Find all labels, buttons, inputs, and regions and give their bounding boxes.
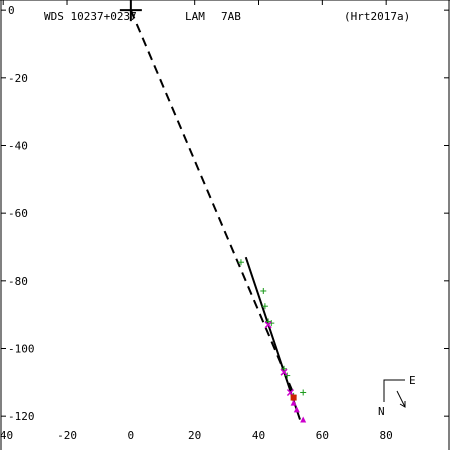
discoverer-label: LAM: [185, 10, 205, 23]
pair-label: 7AB: [221, 10, 241, 23]
x-tick-label: -20: [57, 429, 77, 442]
axis-ticks: [1, 0, 449, 417]
compass: E N: [378, 374, 416, 418]
plus-point: [260, 287, 267, 294]
plus-point: [265, 318, 272, 325]
x-tick-label: 80: [380, 429, 393, 442]
plus-point: [284, 372, 291, 379]
y-tick-label: -120: [8, 410, 35, 423]
plus-point: [237, 259, 244, 266]
compass-arms: [383, 379, 405, 402]
y-tick-label: -80: [8, 275, 28, 288]
triangle-point: [293, 406, 300, 413]
y-tick-label: 0: [8, 4, 15, 17]
x-tick-label: 60: [316, 429, 329, 442]
y-tick-label: -100: [8, 342, 35, 355]
reference-label: (Hrt2017a): [344, 10, 410, 23]
compass-arrow-head: [399, 401, 406, 408]
plus-point: [281, 365, 288, 372]
y-tick-labels: 0 -20 -40 -60 -80 -100 -120: [8, 4, 35, 423]
compass-north-label: N: [378, 405, 385, 418]
plus-point: [300, 389, 307, 396]
wds-id-label: WDS 10237+0237: [44, 10, 137, 23]
dashed-orbit-line: [129, 9, 297, 398]
triangle-point: [300, 416, 307, 423]
data-points: [237, 259, 307, 423]
cross-point: [286, 388, 294, 397]
cross-point: [280, 368, 288, 376]
x-tick-label: 0: [128, 429, 135, 442]
y-tick-label: -20: [8, 72, 28, 85]
plus-point: [261, 303, 268, 310]
triangle-point: [290, 399, 297, 406]
primary-star-marker: [119, 0, 142, 22]
x-tick-label: 40: [252, 429, 265, 442]
square-point: [290, 394, 297, 401]
x-tick-label: 20: [188, 429, 201, 442]
cross-point: [264, 321, 272, 329]
x-tick-label: -40: [0, 429, 13, 442]
compass-east-label: E: [409, 374, 416, 387]
y-tick-label: -60: [8, 207, 28, 220]
compass-arrow-shaft: [396, 390, 406, 408]
y-tick-label: -40: [8, 139, 28, 152]
x-tick-labels: -40 -20 0 20 40 60 80: [0, 429, 393, 442]
